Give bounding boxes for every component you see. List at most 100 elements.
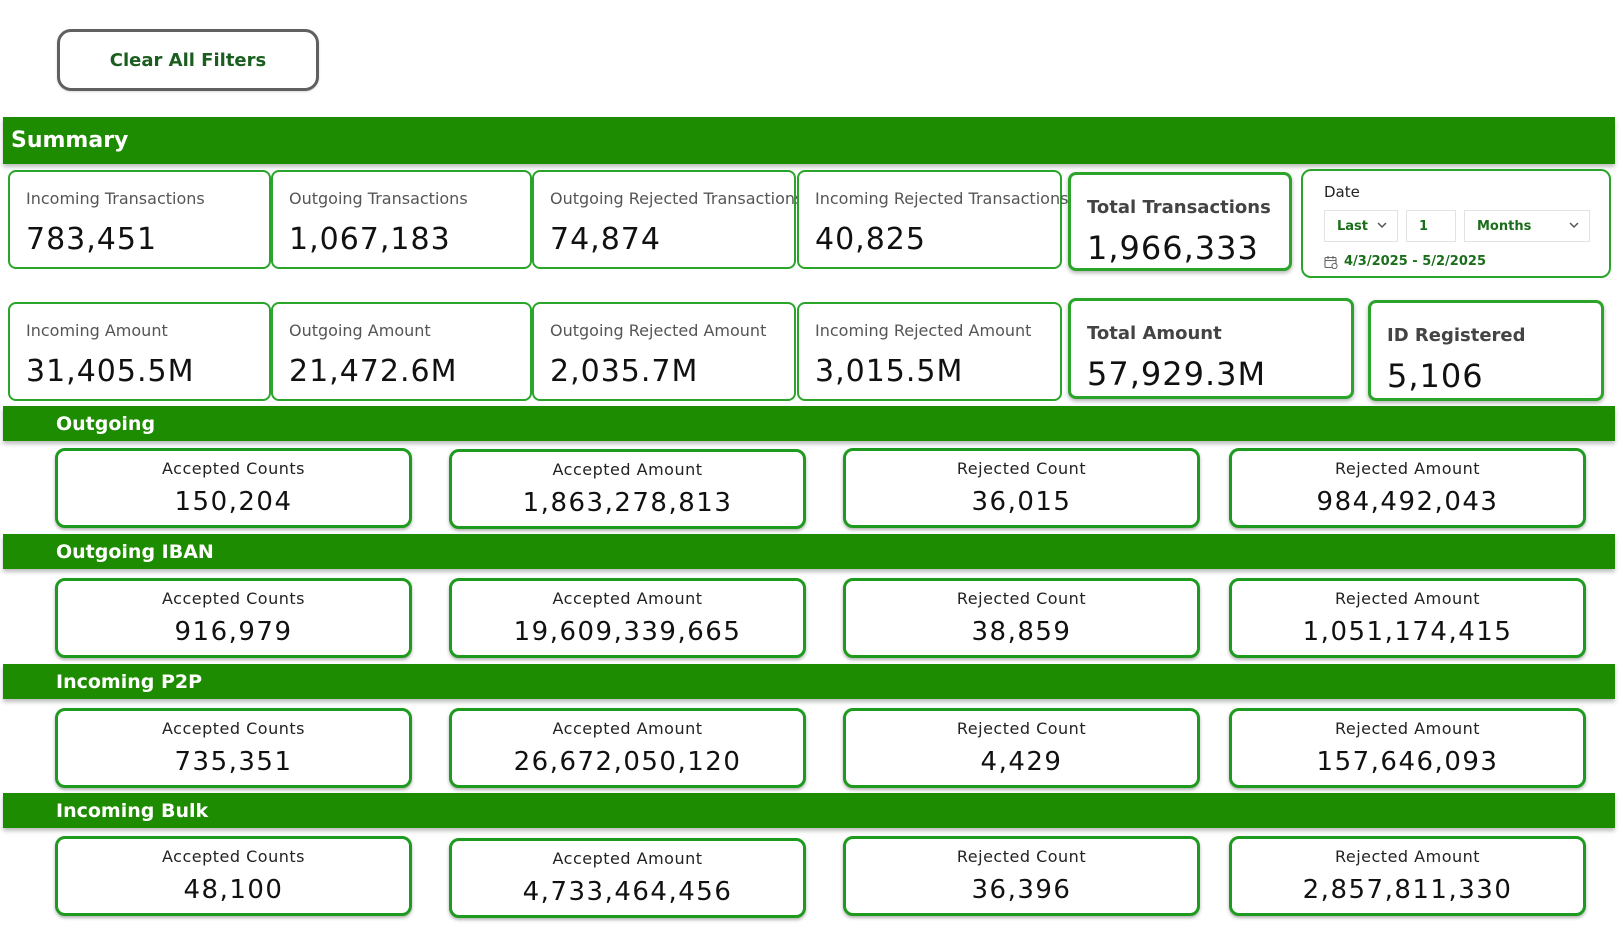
date-unit-value: Months — [1477, 218, 1532, 234]
card-label: ID Registered — [1387, 325, 1526, 346]
card-value: 40,825 — [815, 222, 926, 257]
card-value: 2,035.7M — [550, 354, 699, 389]
kpi-card: Accepted Amount 26,672,050,120 — [449, 708, 806, 788]
date-range: 4/3/2025 - 5/2/2025 — [1324, 254, 1486, 269]
card-label: Outgoing Transactions — [289, 189, 468, 208]
kpi-value: 916,979 — [174, 617, 293, 647]
kpi-label: Accepted Counts — [162, 589, 305, 608]
kpi-card: Rejected Amount 2,857,811,330 — [1229, 836, 1586, 916]
incoming-transactions-card: Incoming Transactions 783,451 — [8, 170, 271, 269]
incoming-rejected-amount-card: Incoming Rejected Amount 3,015.5M — [797, 302, 1062, 401]
kpi-label: Accepted Counts — [162, 459, 305, 478]
card-label: Incoming Amount — [26, 321, 168, 340]
card-value: 57,929.3M — [1087, 355, 1267, 393]
section-header-incoming-bulk: Incoming Bulk — [3, 793, 1615, 828]
kpi-value: 1,051,174,415 — [1302, 617, 1513, 647]
kpi-value: 48,100 — [183, 875, 284, 905]
kpi-card: Rejected Count 36,396 — [843, 836, 1200, 916]
kpi-card: Accepted Counts 916,979 — [55, 578, 412, 658]
total-amount-card: Total Amount 57,929.3M — [1068, 298, 1354, 399]
section-title: Incoming Bulk — [56, 799, 209, 822]
kpi-label: Accepted Counts — [162, 847, 305, 866]
chevron-down-icon — [1569, 222, 1579, 229]
kpi-label: Rejected Amount — [1334, 459, 1481, 478]
kpi-card: Accepted Amount 1,863,278,813 — [449, 449, 806, 529]
summary-title: Summary — [11, 128, 129, 153]
kpi-value: 19,609,339,665 — [513, 617, 742, 647]
card-label: Total Transactions — [1087, 197, 1271, 218]
incoming-rejected-transactions-card: Incoming Rejected Transactions 40,825 — [797, 170, 1068, 269]
date-filter-label: Date — [1324, 183, 1360, 201]
total-transactions-card: Total Transactions 1,966,333 — [1068, 172, 1292, 271]
date-range-text: 4/3/2025 - 5/2/2025 — [1344, 254, 1486, 269]
date-unit-select[interactable]: Months — [1464, 210, 1590, 242]
kpi-label: Accepted Counts — [162, 719, 305, 738]
outgoing-rejected-transactions-card: Outgoing Rejected Transactions 74,874 — [532, 170, 803, 269]
section-title: Outgoing IBAN — [56, 540, 214, 563]
kpi-card: Rejected Amount 157,646,093 — [1229, 708, 1586, 788]
kpi-card: Accepted Counts 48,100 — [55, 836, 412, 916]
kpi-card: Accepted Amount 4,733,464,456 — [449, 838, 806, 918]
card-label: Incoming Transactions — [26, 189, 205, 208]
card-value: 783,451 — [26, 222, 158, 257]
kpi-label: Rejected Count — [956, 589, 1087, 608]
outgoing-transactions-card: Outgoing Transactions 1,067,183 — [271, 170, 532, 269]
kpi-card: Rejected Amount 984,492,043 — [1229, 448, 1586, 528]
kpi-value: 735,351 — [174, 747, 293, 777]
section-title: Incoming P2P — [56, 670, 203, 693]
date-count-value: 1 — [1419, 218, 1429, 234]
card-value: 21,472.6M — [289, 354, 458, 389]
card-value: 1,067,183 — [289, 222, 451, 257]
section-header-outgoing-iban: Outgoing IBAN — [3, 534, 1615, 569]
kpi-card: Rejected Count 4,429 — [843, 708, 1200, 788]
card-label: Incoming Rejected Transactions — [815, 189, 1069, 208]
id-registered-card: ID Registered 5,106 — [1368, 300, 1604, 401]
chevron-down-icon — [1377, 222, 1387, 229]
card-value: 5,106 — [1387, 357, 1484, 395]
summary-header: Summary — [3, 117, 1615, 164]
kpi-card: Accepted Counts 150,204 — [55, 448, 412, 528]
section-header-incoming-p2p: Incoming P2P — [3, 664, 1615, 699]
kpi-label: Rejected Count — [956, 847, 1087, 866]
kpi-value: 1,863,278,813 — [522, 488, 733, 518]
card-label: Incoming Rejected Amount — [815, 321, 1032, 340]
kpi-card: Accepted Amount 19,609,339,665 — [449, 578, 806, 658]
kpi-label: Rejected Count — [956, 719, 1087, 738]
outgoing-rejected-amount-card: Outgoing Rejected Amount 2,035.7M — [532, 302, 796, 401]
outgoing-amount-card: Outgoing Amount 21,472.6M — [271, 302, 532, 401]
date-count-input[interactable]: 1 — [1406, 210, 1456, 242]
kpi-value: 26,672,050,120 — [513, 747, 742, 777]
card-value: 3,015.5M — [815, 354, 964, 389]
kpi-label: Rejected Count — [956, 459, 1087, 478]
kpi-label: Accepted Amount — [552, 460, 703, 479]
section-header-outgoing: Outgoing — [3, 406, 1615, 441]
calendar-icon — [1324, 255, 1338, 269]
kpi-label: Accepted Amount — [552, 849, 703, 868]
clear-all-filters-button[interactable]: Clear All Filters — [57, 29, 319, 91]
card-value: 31,405.5M — [26, 354, 195, 389]
card-value: 74,874 — [550, 222, 661, 257]
kpi-label: Rejected Amount — [1334, 589, 1481, 608]
kpi-label: Rejected Amount — [1334, 719, 1481, 738]
card-label: Outgoing Rejected Transactions — [550, 189, 804, 208]
kpi-value: 4,733,464,456 — [522, 877, 733, 907]
kpi-card: Rejected Amount 1,051,174,415 — [1229, 578, 1586, 658]
card-value: 1,966,333 — [1087, 229, 1259, 267]
kpi-label: Accepted Amount — [552, 719, 703, 738]
kpi-value: 36,015 — [971, 487, 1072, 517]
kpi-card: Rejected Count 36,015 — [843, 448, 1200, 528]
incoming-amount-card: Incoming Amount 31,405.5M — [8, 302, 271, 401]
kpi-value: 38,859 — [971, 617, 1072, 647]
kpi-value: 4,429 — [980, 747, 1063, 777]
kpi-value: 2,857,811,330 — [1302, 875, 1513, 905]
date-mode-select[interactable]: Last — [1324, 210, 1398, 242]
kpi-card: Accepted Counts 735,351 — [55, 708, 412, 788]
kpi-label: Accepted Amount — [552, 589, 703, 608]
kpi-value: 984,492,043 — [1316, 487, 1499, 517]
date-mode-value: Last — [1337, 218, 1369, 234]
kpi-value: 36,396 — [971, 875, 1072, 905]
kpi-value: 150,204 — [174, 487, 293, 517]
kpi-label: Rejected Amount — [1334, 847, 1481, 866]
date-filter: Date Last 1 Months 4/3/2025 - 5/2/2025 — [1301, 169, 1611, 278]
kpi-value: 157,646,093 — [1316, 747, 1499, 777]
